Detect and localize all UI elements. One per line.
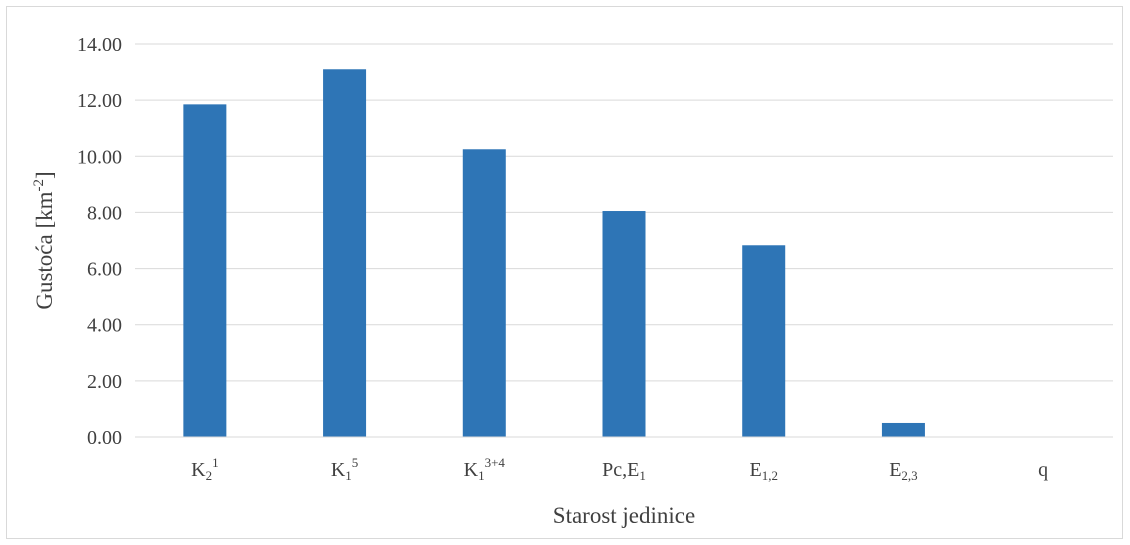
x-tick-label: Pc,E1 [602,459,646,483]
y-tick-label: 6.00 [87,259,122,281]
x-tick-label: E1,2 [749,459,777,483]
y-tick-label: 8.00 [87,202,122,224]
y-tick-label: 14.00 [77,34,122,56]
bar [742,245,786,437]
bar [462,149,506,437]
bar [602,211,646,437]
y-tick-label: 10.00 [77,146,122,168]
x-tick-label: K13+4 [464,455,506,483]
y-axis-title: Gustoća [km-2] [31,171,57,309]
bar [881,422,925,437]
y-tick-label: 12.00 [77,90,122,112]
x-tick-label: K15 [331,455,358,483]
y-axis-ticks: 0.00 2.00 4.00 6.00 8.00 10.00 12.00 14.00 [77,34,122,449]
gridlines [135,43,1113,382]
bar [323,69,367,437]
y-tick-label: 4.00 [87,315,122,337]
y-tick-label: 0.00 [87,427,122,449]
x-tick-label: K21 [191,455,218,483]
x-tick-label: E2,3 [889,459,917,483]
y-tick-label: 2.00 [87,371,122,393]
bars [183,69,925,437]
x-axis-title: Starost jedinice [553,503,695,528]
x-tick-label: q [1038,459,1048,481]
x-axis-ticks: K21 K15 K13+4 Pc,E1 E1,2 E2,3 q [191,455,1048,483]
bar [183,104,227,437]
